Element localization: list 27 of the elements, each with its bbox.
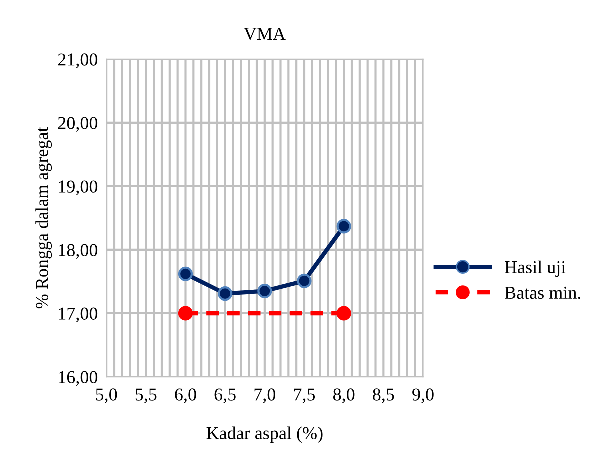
y-tick-label: 16,00 — [59, 371, 98, 386]
y-axis-title: % Rongga dalam agregat — [36, 127, 52, 309]
y-tick-label: 20,00 — [58, 117, 98, 132]
x-tick-label: 5,0 — [96, 388, 118, 404]
x-tick-label: 6,5 — [214, 388, 236, 404]
y-tick-label: 18,00 — [59, 244, 98, 260]
point — [297, 274, 312, 288]
point — [178, 266, 194, 282]
x-tick-label: 7,0 — [254, 388, 276, 404]
point — [336, 306, 352, 321]
y-tick-label: 17,00 — [59, 308, 98, 323]
x-axis-title: Kadar aspal (%) — [206, 426, 323, 444]
legend-label: Hasil uji — [505, 260, 566, 278]
x-tick-label: 9,0 — [412, 388, 434, 404]
x-tick-label: 6,0 — [175, 388, 196, 404]
point — [178, 306, 194, 321]
chart-title: VMA — [244, 28, 286, 40]
y-tick-label: 21,00 — [58, 54, 98, 68]
legend-label: Batas min. — [505, 286, 581, 300]
y-tick-label: 19,00 — [59, 180, 98, 196]
point — [258, 284, 272, 299]
x-tick-label: 5,5 — [136, 388, 157, 404]
x-tick-label: 8,5 — [373, 388, 394, 404]
point — [336, 219, 352, 234]
x-tick-label: 8,0 — [333, 388, 355, 404]
point — [218, 286, 233, 302]
x-tick-label: 7,5 — [294, 388, 316, 404]
